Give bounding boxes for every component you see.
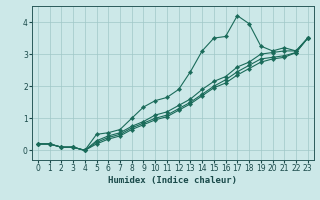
X-axis label: Humidex (Indice chaleur): Humidex (Indice chaleur)	[108, 176, 237, 185]
